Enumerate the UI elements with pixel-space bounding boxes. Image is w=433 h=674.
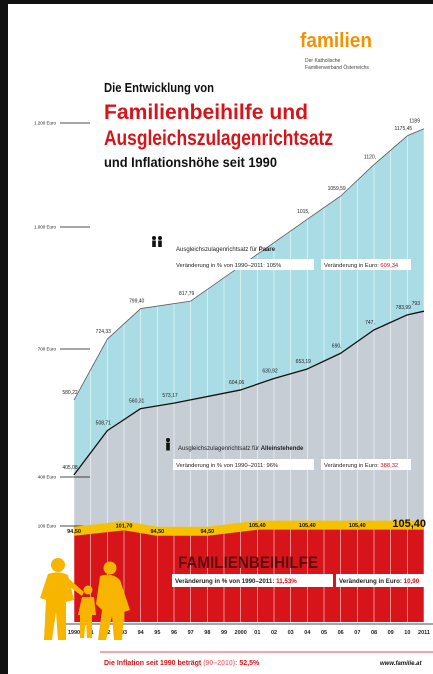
note-pct: Veränderung in % von 1990–2011: 11,53% [175,578,297,585]
value-label: 105,40 [299,523,316,529]
x-tick-label: 97 [188,630,194,636]
inflation-text: Die Inflation seit 1990 beträgt [104,660,202,667]
value-label: 105,40 [349,523,366,529]
single-icon [166,438,170,451]
note-value: 105% [266,263,281,269]
value-label: 817,79 [179,291,195,297]
note-pct: Veränderung in % von 1990–2011: 105% [176,263,281,269]
value-label: 1059,59 [328,186,346,192]
x-tick-label: 03 [288,630,294,636]
value-label: 724,33 [96,329,112,335]
x-tick-label: 07 [354,630,360,636]
x-tick-label: 96 [171,630,177,636]
frame [0,0,433,4]
value-label: 573,17 [162,393,178,399]
x-tick-label: 10 [404,630,410,636]
x-tick-label: 06 [338,630,344,636]
note-label: Veränderung in Euro: [324,463,379,469]
value-label: 105,40 [392,518,426,530]
note-value: 609,34 [380,263,399,269]
value-label: 105,40 [249,523,266,529]
frame [0,0,8,674]
y-tick-label: 1.000 Euro [34,225,57,230]
inflation-period: (90–2010): [203,660,237,667]
value-label: 94,50 [200,529,214,535]
y-tick-label: 100 Euro [38,524,57,529]
x-tick-label: 04 [304,630,311,636]
value-label: 101,70 [116,524,133,530]
poster: 1990919293949596979899200001020304050607… [0,0,433,674]
title: Ausgleichszulagenrichtsatz [104,127,333,150]
value-label: 604,06 [229,380,245,386]
note-label: Veränderung in Euro: [324,263,379,269]
y-tick-label: 1.200 Euro [34,121,57,126]
value-label: 405,08 [62,465,78,471]
x-tick-label: 2011 [418,630,430,636]
value-label: 508,71 [96,421,112,427]
note-value: 96% [266,463,278,469]
value-label: 799,40 [129,299,145,305]
inflation-note: Die Inflation seit 1990 beträgt (90–2010… [104,660,260,667]
note-value: 10,90 [404,578,420,585]
x-tick-label: 99 [221,630,227,636]
note-euro: Veränderung in Euro: 10,90 [339,578,420,585]
note-pct: Veränderung in % von 1990–2011: 96% [176,463,278,469]
page: 1990919293949596979899200001020304050607… [0,0,433,674]
value-label: 560,31 [129,399,145,405]
x-tick-label: 08 [371,630,377,636]
legend-entry: FAMILIENBEIHILFE [178,553,318,572]
note-label: Veränderung in Euro: [339,578,402,585]
x-tick-label: 94 [138,630,145,636]
value-label: 1189 [409,119,420,125]
note-title: Ausgleichszulagenrichtsatz für Paare [176,247,276,253]
x-tick-label: 01 [254,630,260,636]
x-tick-label: 05 [321,630,327,636]
value-label: 747, [365,320,375,326]
title: Familienbeihilfe und [104,101,308,124]
logo-line: Der Katholische [305,58,341,64]
note-label: Veränderung in % von 1990–2011: [176,263,265,269]
x-tick-label: 2000 [235,630,247,636]
x-tick-label: 09 [388,630,394,636]
note-value: 388,32 [380,463,398,469]
title: Die Entwicklung von [104,80,214,95]
url: www.familie.at [380,661,422,667]
value-label: 1120, [364,155,376,161]
value-label: 94,50 [67,529,81,535]
note-euro: Veränderung in Euro: 388,32 [324,463,398,469]
note-value: 11,53% [276,578,297,585]
x-tick-label: 98 [204,630,210,636]
logo-name: familien [300,30,372,52]
note-title: Ausgleichszulagenrichtsatz für Alleinste… [178,446,304,452]
note-euro: Veränderung in Euro: 609,34 [324,263,399,269]
x-tick-label: 1990 [68,630,80,636]
logo-line: Familienverband Österreichs [305,64,369,71]
legend-entry: Paare [259,247,276,253]
note-prefix: Ausgleichszulagenrichtsatz für [178,446,259,452]
value-label: 690, [332,343,342,349]
value-label: 630,92 [262,368,278,374]
value-label: 580,22 [62,390,78,396]
value-label: 793 [412,301,421,307]
y-tick-label: 700 Euro [38,347,57,352]
value-label: 1015, [297,209,310,215]
title: und Inflationshöhe seit 1990 [104,154,277,170]
value-label: 94,50 [150,529,164,535]
inflation-value: 52,5% [239,660,260,667]
value-label: 1175,45 [394,126,412,132]
y-tick-label: 400 Euro [38,475,57,480]
note-prefix: Ausgleichszulagenrichtsatz für [176,247,257,253]
value-label: 653,19 [296,359,312,365]
x-tick-label: 02 [271,630,277,636]
legend-entry: Alleinstehende [261,446,304,452]
note-label: Veränderung in % von 1990–2011: [176,463,265,469]
note-label: Veränderung in % von 1990–2011: [175,578,274,585]
x-tick-label: 95 [154,630,160,636]
value-label: 783,99 [396,305,412,311]
